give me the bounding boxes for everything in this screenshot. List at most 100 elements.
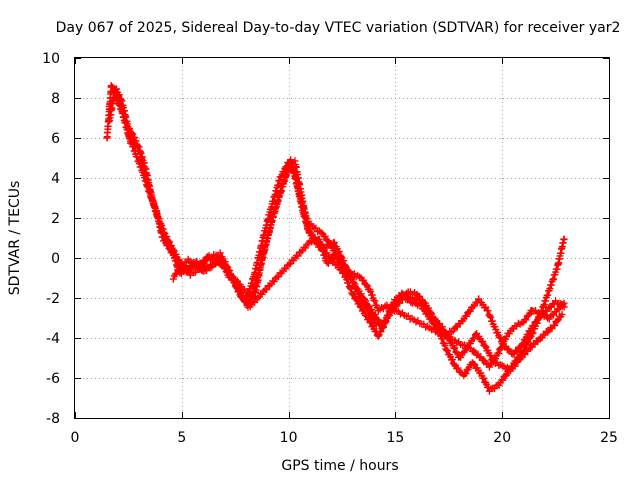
data-point	[368, 291, 376, 299]
data-point	[199, 260, 207, 268]
data-point	[503, 371, 510, 379]
data-point	[231, 278, 239, 286]
data-point	[451, 344, 459, 352]
data-point	[488, 317, 496, 325]
data-point	[560, 235, 568, 243]
axis-ticks	[75, 58, 610, 419]
data-point	[560, 299, 568, 307]
data-point	[178, 259, 186, 267]
chart-title: Day 067 of 2025, Sidereal Day-to-day VTE…	[56, 20, 621, 36]
data-point	[336, 256, 344, 264]
y-tick-label: 0	[51, 251, 60, 267]
data-point	[263, 286, 271, 293]
data-point	[501, 372, 509, 380]
data-point	[558, 310, 566, 318]
data-point	[454, 364, 462, 372]
data-point	[530, 322, 538, 330]
grid	[75, 58, 609, 418]
data-point	[171, 253, 179, 261]
data-point	[431, 315, 439, 323]
data-point	[330, 239, 338, 247]
data-point	[297, 248, 305, 256]
y-tick-label: 4	[51, 171, 60, 187]
data-point	[369, 314, 377, 322]
data-point	[543, 307, 551, 315]
data-point	[357, 295, 365, 303]
data-point	[553, 317, 561, 325]
data-point	[495, 349, 503, 357]
data-point	[362, 281, 370, 289]
data-point	[363, 312, 371, 320]
y-tick-label: 8	[51, 91, 60, 107]
data-point	[475, 332, 483, 340]
data-point	[462, 370, 470, 378]
data-point	[107, 100, 115, 108]
data-point	[559, 301, 567, 309]
data-point	[356, 303, 364, 310]
x-tick-label: 25	[600, 430, 618, 446]
data-point	[254, 294, 262, 302]
data-point	[242, 297, 250, 305]
data-point	[444, 347, 452, 355]
data-series-trace-d	[169, 235, 568, 371]
data-point	[526, 310, 534, 318]
y-tick-label: 10	[42, 51, 60, 67]
data-point	[133, 153, 141, 161]
data-point	[371, 297, 379, 305]
data-point	[499, 376, 507, 384]
data-point	[509, 363, 517, 371]
data-point	[282, 265, 290, 273]
data-point	[481, 342, 489, 350]
data-point	[352, 284, 360, 292]
data-point	[532, 318, 540, 326]
y-tick-label: -8	[46, 411, 60, 427]
x-tick-label: 0	[71, 430, 80, 446]
data-point	[166, 245, 174, 253]
data-point	[169, 275, 177, 283]
data-point	[505, 330, 513, 338]
data-point	[494, 328, 502, 336]
data-point	[116, 101, 124, 109]
data-point	[146, 189, 154, 197]
data-point	[466, 307, 474, 315]
data-point	[551, 322, 559, 329]
data-point	[333, 251, 341, 259]
data-point	[434, 320, 442, 328]
data-point	[477, 353, 485, 361]
plot-border	[74, 57, 610, 419]
data-point	[497, 334, 504, 342]
data-point	[519, 339, 527, 347]
data-point	[457, 353, 465, 361]
data-point	[129, 143, 137, 151]
data-point	[113, 85, 120, 93]
data-point	[285, 260, 293, 268]
data-point	[384, 311, 392, 319]
data-point	[475, 295, 483, 303]
y-tick-label: 6	[51, 131, 60, 147]
data-point	[137, 163, 145, 171]
data-point	[482, 343, 490, 351]
data-point	[270, 278, 278, 286]
data-point	[423, 306, 431, 314]
data-point	[469, 303, 477, 311]
data-point	[497, 345, 504, 353]
data-point	[512, 358, 520, 365]
data-point	[367, 310, 375, 318]
data-layer	[103, 82, 568, 395]
data-series-trace-c	[105, 92, 568, 358]
data-point	[522, 316, 530, 324]
y-axis-label: SDTVAR / TECUs	[7, 181, 23, 296]
data-point	[304, 225, 312, 233]
data-point	[216, 253, 224, 261]
data-point	[486, 312, 494, 320]
y-tick-label: 2	[51, 211, 60, 227]
data-point	[487, 313, 495, 321]
data-point	[131, 147, 139, 155]
data-point	[418, 298, 426, 306]
data-point	[228, 273, 236, 281]
data-point	[524, 311, 532, 319]
data-point	[460, 348, 468, 356]
data-point	[515, 353, 523, 361]
data-point	[113, 95, 121, 103]
data-point	[441, 342, 449, 349]
